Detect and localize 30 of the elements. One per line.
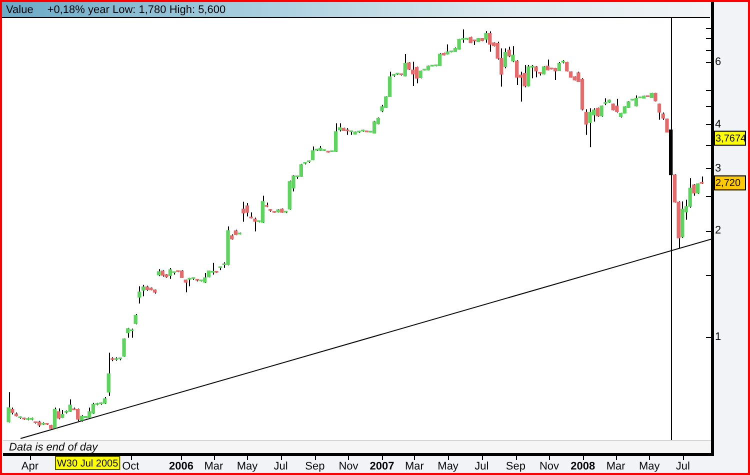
text: 2,720	[716, 178, 741, 190]
chart-subtitle: +0,18% year Low: 1,780 High: 5,600	[47, 4, 226, 16]
x-tick-label: Mar	[606, 460, 626, 473]
x-tick-label: May	[438, 460, 459, 473]
x-tick-label: Jul	[474, 460, 489, 473]
y-tick-label: 1	[715, 330, 722, 343]
x-tick-label: 2008	[570, 460, 596, 473]
x-tick-label: Jul	[676, 460, 690, 473]
y-tick-label: 2	[715, 224, 722, 237]
x-tick-label: 2007	[370, 460, 394, 473]
y-tick-label: 3	[715, 162, 722, 174]
text: 3,7674	[716, 134, 747, 145]
text: Data is end of day	[9, 442, 100, 454]
x-tick-label: Nov	[338, 460, 359, 473]
x-tick-label: Apr	[21, 460, 39, 473]
y-tick-label: 4	[715, 118, 722, 130]
x-tick-label: 2006	[168, 460, 194, 473]
x-tick-label: May	[638, 460, 660, 473]
x-tick-label: Mar	[405, 460, 424, 473]
x-tick-label: May	[236, 460, 258, 473]
header-panel: Value +0,18% year Low: 1,780 High: 5,600	[2, 2, 710, 18]
x-tick-label: Jul	[274, 460, 288, 473]
x-tick-label: Sep	[506, 460, 526, 473]
y-tick-label: 6	[715, 56, 722, 68]
x-tick-label: Nov	[539, 460, 560, 473]
text: W30 Jul 2005	[56, 458, 119, 470]
x-tick-label: Sep	[305, 460, 325, 473]
chart-title: Value	[6, 4, 34, 16]
x-tick-label: Mar	[204, 460, 224, 473]
x-tick-label: Oct	[122, 460, 140, 473]
